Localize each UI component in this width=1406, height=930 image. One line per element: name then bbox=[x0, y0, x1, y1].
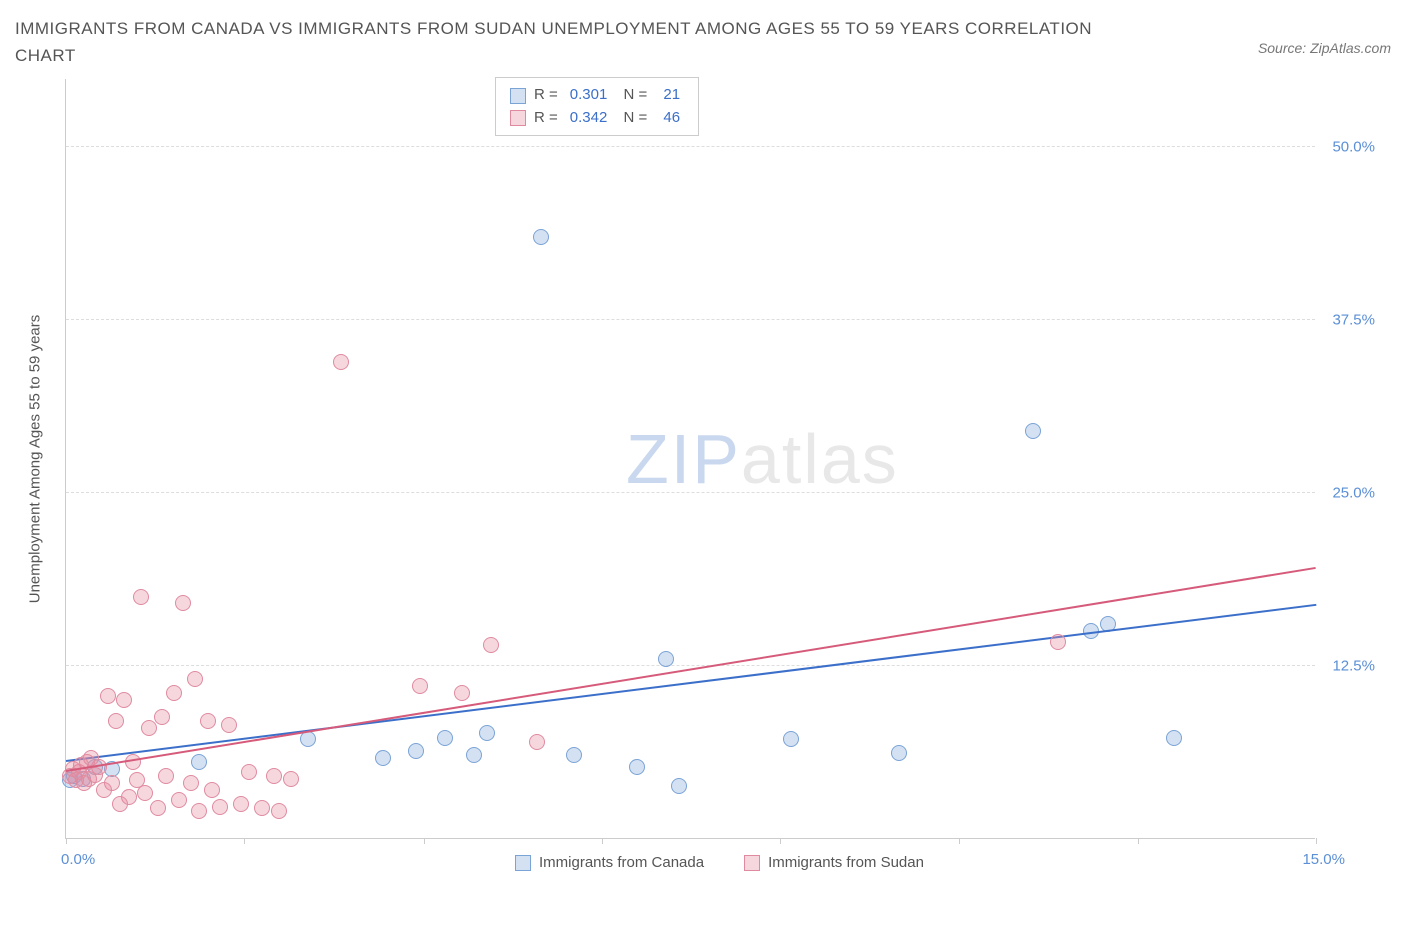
grid-line bbox=[66, 665, 1315, 666]
y-tick-label: 25.0% bbox=[1332, 484, 1375, 501]
data-point bbox=[187, 671, 203, 687]
correlation-legend: R = 0.301 N = 21 R = 0.342 N = 46 bbox=[495, 77, 699, 136]
data-point bbox=[533, 229, 549, 245]
data-point bbox=[437, 730, 453, 746]
y-tick-label: 37.5% bbox=[1332, 312, 1375, 329]
legend-item: Immigrants from Canada bbox=[515, 854, 704, 871]
data-point bbox=[891, 745, 907, 761]
data-point bbox=[212, 799, 228, 815]
legend-row: R = 0.301 N = 21 bbox=[510, 84, 684, 107]
y-tick-label: 12.5% bbox=[1332, 657, 1375, 674]
data-point bbox=[454, 685, 470, 701]
legend-swatch bbox=[744, 855, 760, 871]
legend-n-value: 46 bbox=[659, 107, 680, 130]
chart-container: IMMIGRANTS FROM CANADA VS IMMIGRANTS FRO… bbox=[15, 15, 1391, 915]
data-point bbox=[483, 637, 499, 653]
x-tick bbox=[959, 838, 960, 844]
x-tick bbox=[1138, 838, 1139, 844]
data-point bbox=[266, 768, 282, 784]
legend-n-label: N = bbox=[619, 84, 647, 107]
data-point bbox=[108, 713, 124, 729]
data-point bbox=[154, 709, 170, 725]
grid-line bbox=[66, 492, 1315, 493]
data-point bbox=[175, 595, 191, 611]
data-point bbox=[658, 651, 674, 667]
grid-line bbox=[66, 146, 1315, 147]
x-tick bbox=[66, 838, 67, 844]
data-point bbox=[221, 717, 237, 733]
data-point bbox=[408, 743, 424, 759]
x-tick bbox=[1316, 838, 1317, 844]
data-point bbox=[254, 800, 270, 816]
data-point bbox=[158, 768, 174, 784]
legend-swatch bbox=[510, 88, 526, 104]
x-min-label: 0.0% bbox=[61, 851, 95, 868]
legend-n-value: 21 bbox=[659, 84, 680, 107]
legend-item: Immigrants from Sudan bbox=[744, 854, 924, 871]
legend-r-value: 0.342 bbox=[570, 107, 608, 130]
data-point bbox=[529, 734, 545, 750]
data-point bbox=[333, 354, 349, 370]
data-point bbox=[1050, 634, 1066, 650]
x-tick bbox=[780, 838, 781, 844]
data-point bbox=[125, 754, 141, 770]
data-point bbox=[283, 771, 299, 787]
title-row: IMMIGRANTS FROM CANADA VS IMMIGRANTS FRO… bbox=[15, 15, 1391, 69]
plot-wrapper: Unemployment Among Ages 55 to 59 years Z… bbox=[15, 79, 1391, 899]
data-point bbox=[183, 775, 199, 791]
legend-swatch bbox=[515, 855, 531, 871]
data-point bbox=[1025, 423, 1041, 439]
grid-line bbox=[66, 319, 1315, 320]
watermark: ZIPatlas bbox=[626, 419, 899, 499]
data-point bbox=[191, 754, 207, 770]
y-tick-label: 50.0% bbox=[1332, 139, 1375, 156]
data-point bbox=[150, 800, 166, 816]
legend-r-value: 0.301 bbox=[570, 84, 608, 107]
data-point bbox=[200, 713, 216, 729]
trend-line bbox=[66, 567, 1316, 772]
data-point bbox=[166, 685, 182, 701]
data-point bbox=[241, 764, 257, 780]
data-point bbox=[271, 803, 287, 819]
x-tick bbox=[602, 838, 603, 844]
legend-r-label: R = bbox=[534, 84, 558, 107]
data-point bbox=[204, 782, 220, 798]
data-point bbox=[133, 589, 149, 605]
data-point bbox=[671, 778, 687, 794]
data-point bbox=[566, 747, 582, 763]
data-point bbox=[233, 796, 249, 812]
data-point bbox=[412, 678, 428, 694]
data-point bbox=[466, 747, 482, 763]
source-label: Source: ZipAtlas.com bbox=[1258, 40, 1391, 56]
data-point bbox=[137, 785, 153, 801]
data-point bbox=[375, 750, 391, 766]
data-point bbox=[100, 688, 116, 704]
data-point bbox=[116, 692, 132, 708]
legend-swatch bbox=[510, 110, 526, 126]
data-point bbox=[629, 759, 645, 775]
x-tick bbox=[244, 838, 245, 844]
y-axis-label: Unemployment Among Ages 55 to 59 years bbox=[27, 315, 44, 604]
data-point bbox=[104, 775, 120, 791]
series-legend: Immigrants from Canada Immigrants from Su… bbox=[515, 854, 924, 871]
legend-series-name: Immigrants from Canada bbox=[539, 854, 704, 871]
data-point bbox=[1166, 730, 1182, 746]
plot-area: ZIPatlas 12.5%25.0%37.5%50.0%0.0%15.0% bbox=[65, 79, 1315, 839]
legend-row: R = 0.342 N = 46 bbox=[510, 107, 684, 130]
watermark-zip: ZIP bbox=[626, 420, 741, 498]
legend-n-label: N = bbox=[619, 107, 647, 130]
watermark-atlas: atlas bbox=[741, 420, 899, 498]
legend-r-label: R = bbox=[534, 107, 558, 130]
data-point bbox=[191, 803, 207, 819]
chart-title: IMMIGRANTS FROM CANADA VS IMMIGRANTS FRO… bbox=[15, 15, 1115, 69]
x-tick bbox=[424, 838, 425, 844]
data-point bbox=[141, 720, 157, 736]
legend-series-name: Immigrants from Sudan bbox=[768, 854, 924, 871]
data-point bbox=[121, 789, 137, 805]
data-point bbox=[479, 725, 495, 741]
x-max-label: 15.0% bbox=[1302, 851, 1345, 868]
data-point bbox=[783, 731, 799, 747]
data-point bbox=[171, 792, 187, 808]
